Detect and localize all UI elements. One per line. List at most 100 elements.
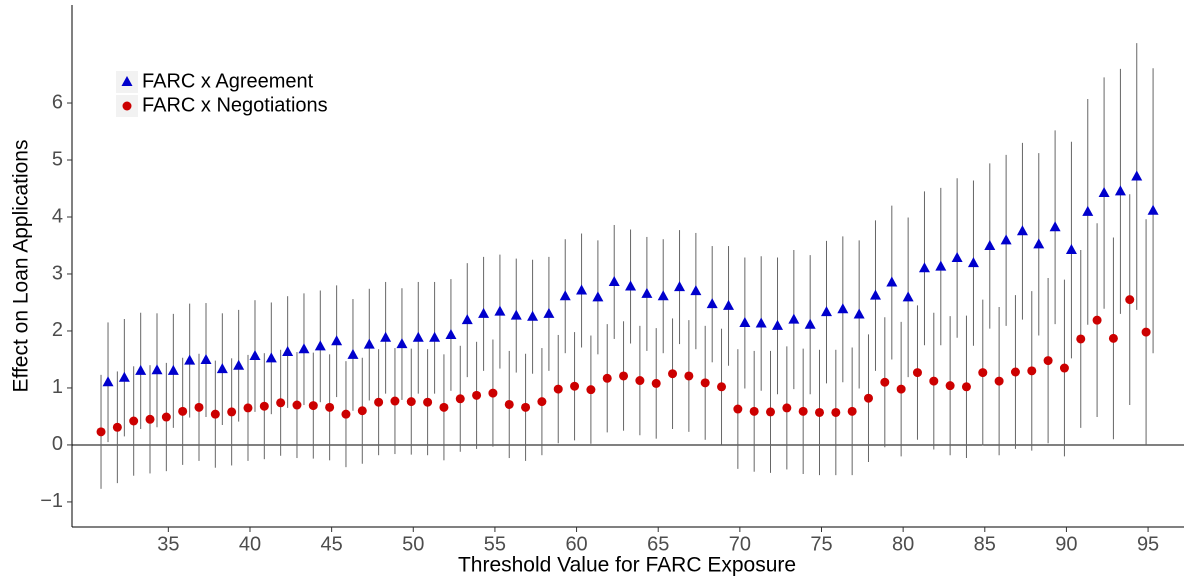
point: [586, 385, 596, 395]
point: [276, 398, 286, 408]
point: [847, 406, 857, 416]
point: [194, 402, 204, 412]
point: [798, 406, 808, 416]
point: [935, 260, 947, 271]
point: [739, 316, 751, 327]
point: [1010, 367, 1020, 377]
point: [167, 364, 179, 375]
y-tick-label: 3: [52, 262, 63, 284]
point: [363, 338, 375, 349]
point: [576, 284, 588, 295]
point: [717, 382, 727, 392]
y-tick-label: 4: [52, 205, 63, 227]
point: [863, 393, 873, 403]
point: [1027, 366, 1037, 376]
y-tick-label: 2: [52, 319, 63, 341]
point: [504, 399, 514, 409]
point: [706, 298, 718, 309]
point: [1016, 225, 1028, 236]
point: [227, 407, 237, 417]
point: [210, 409, 220, 419]
point: [341, 409, 351, 419]
point: [1000, 234, 1012, 245]
point: [265, 352, 277, 363]
point: [886, 276, 898, 287]
point: [1033, 238, 1045, 249]
point: [145, 414, 155, 424]
x-tick-label: 35: [157, 533, 179, 555]
point: [978, 368, 988, 378]
x-tick-label: 40: [239, 533, 261, 555]
point: [543, 307, 555, 318]
point: [200, 354, 212, 365]
point: [494, 305, 506, 316]
point: [102, 376, 114, 387]
point: [510, 309, 522, 320]
point: [772, 319, 784, 330]
point: [837, 303, 849, 314]
x-tick-label: 95: [1137, 533, 1159, 555]
point: [325, 402, 335, 412]
point: [537, 397, 547, 407]
point: [129, 416, 139, 426]
point: [412, 331, 424, 342]
point: [472, 390, 482, 400]
y-tick-label: −1: [40, 490, 63, 512]
x-tick-label: 55: [484, 533, 506, 555]
point: [406, 397, 416, 407]
point: [216, 363, 228, 374]
point: [249, 350, 261, 361]
point: [1076, 334, 1086, 344]
point: [488, 388, 498, 398]
point: [292, 400, 302, 410]
point: [1108, 333, 1118, 343]
point: [527, 310, 539, 321]
point: [1147, 204, 1159, 215]
point: [559, 290, 571, 301]
point: [814, 407, 824, 417]
point: [788, 313, 800, 324]
point: [641, 287, 653, 298]
point: [112, 422, 122, 432]
point: [967, 257, 979, 268]
point: [96, 427, 106, 437]
point: [1092, 315, 1102, 325]
x-tick-label: 60: [565, 533, 587, 555]
point: [723, 299, 735, 310]
point: [429, 331, 441, 342]
point: [478, 307, 490, 318]
point: [674, 281, 686, 292]
y-tick-label: 6: [52, 91, 63, 113]
point: [902, 291, 914, 302]
point: [455, 394, 465, 404]
y-tick-label: 1: [52, 376, 63, 398]
point: [1065, 244, 1077, 255]
point: [1043, 356, 1053, 366]
point: [951, 252, 963, 263]
point: [1131, 170, 1143, 181]
point: [657, 290, 669, 301]
point: [243, 403, 253, 413]
point: [233, 359, 245, 370]
point: [331, 335, 343, 346]
point: [553, 384, 563, 394]
point: [635, 376, 645, 386]
point: [396, 338, 408, 349]
point: [684, 371, 694, 381]
point: [178, 406, 188, 416]
point: [880, 377, 890, 387]
point: [820, 306, 832, 317]
point: [602, 373, 612, 383]
point: [1098, 187, 1110, 198]
point: [259, 401, 269, 411]
point: [1141, 327, 1151, 337]
point: [608, 275, 620, 286]
point: [592, 291, 604, 302]
x-tick-label: 80: [892, 533, 914, 555]
point: [314, 340, 326, 351]
point: [298, 343, 310, 354]
legend-label: FARC x Negotiations: [142, 94, 328, 116]
point: [961, 382, 971, 392]
point: [1125, 295, 1135, 305]
